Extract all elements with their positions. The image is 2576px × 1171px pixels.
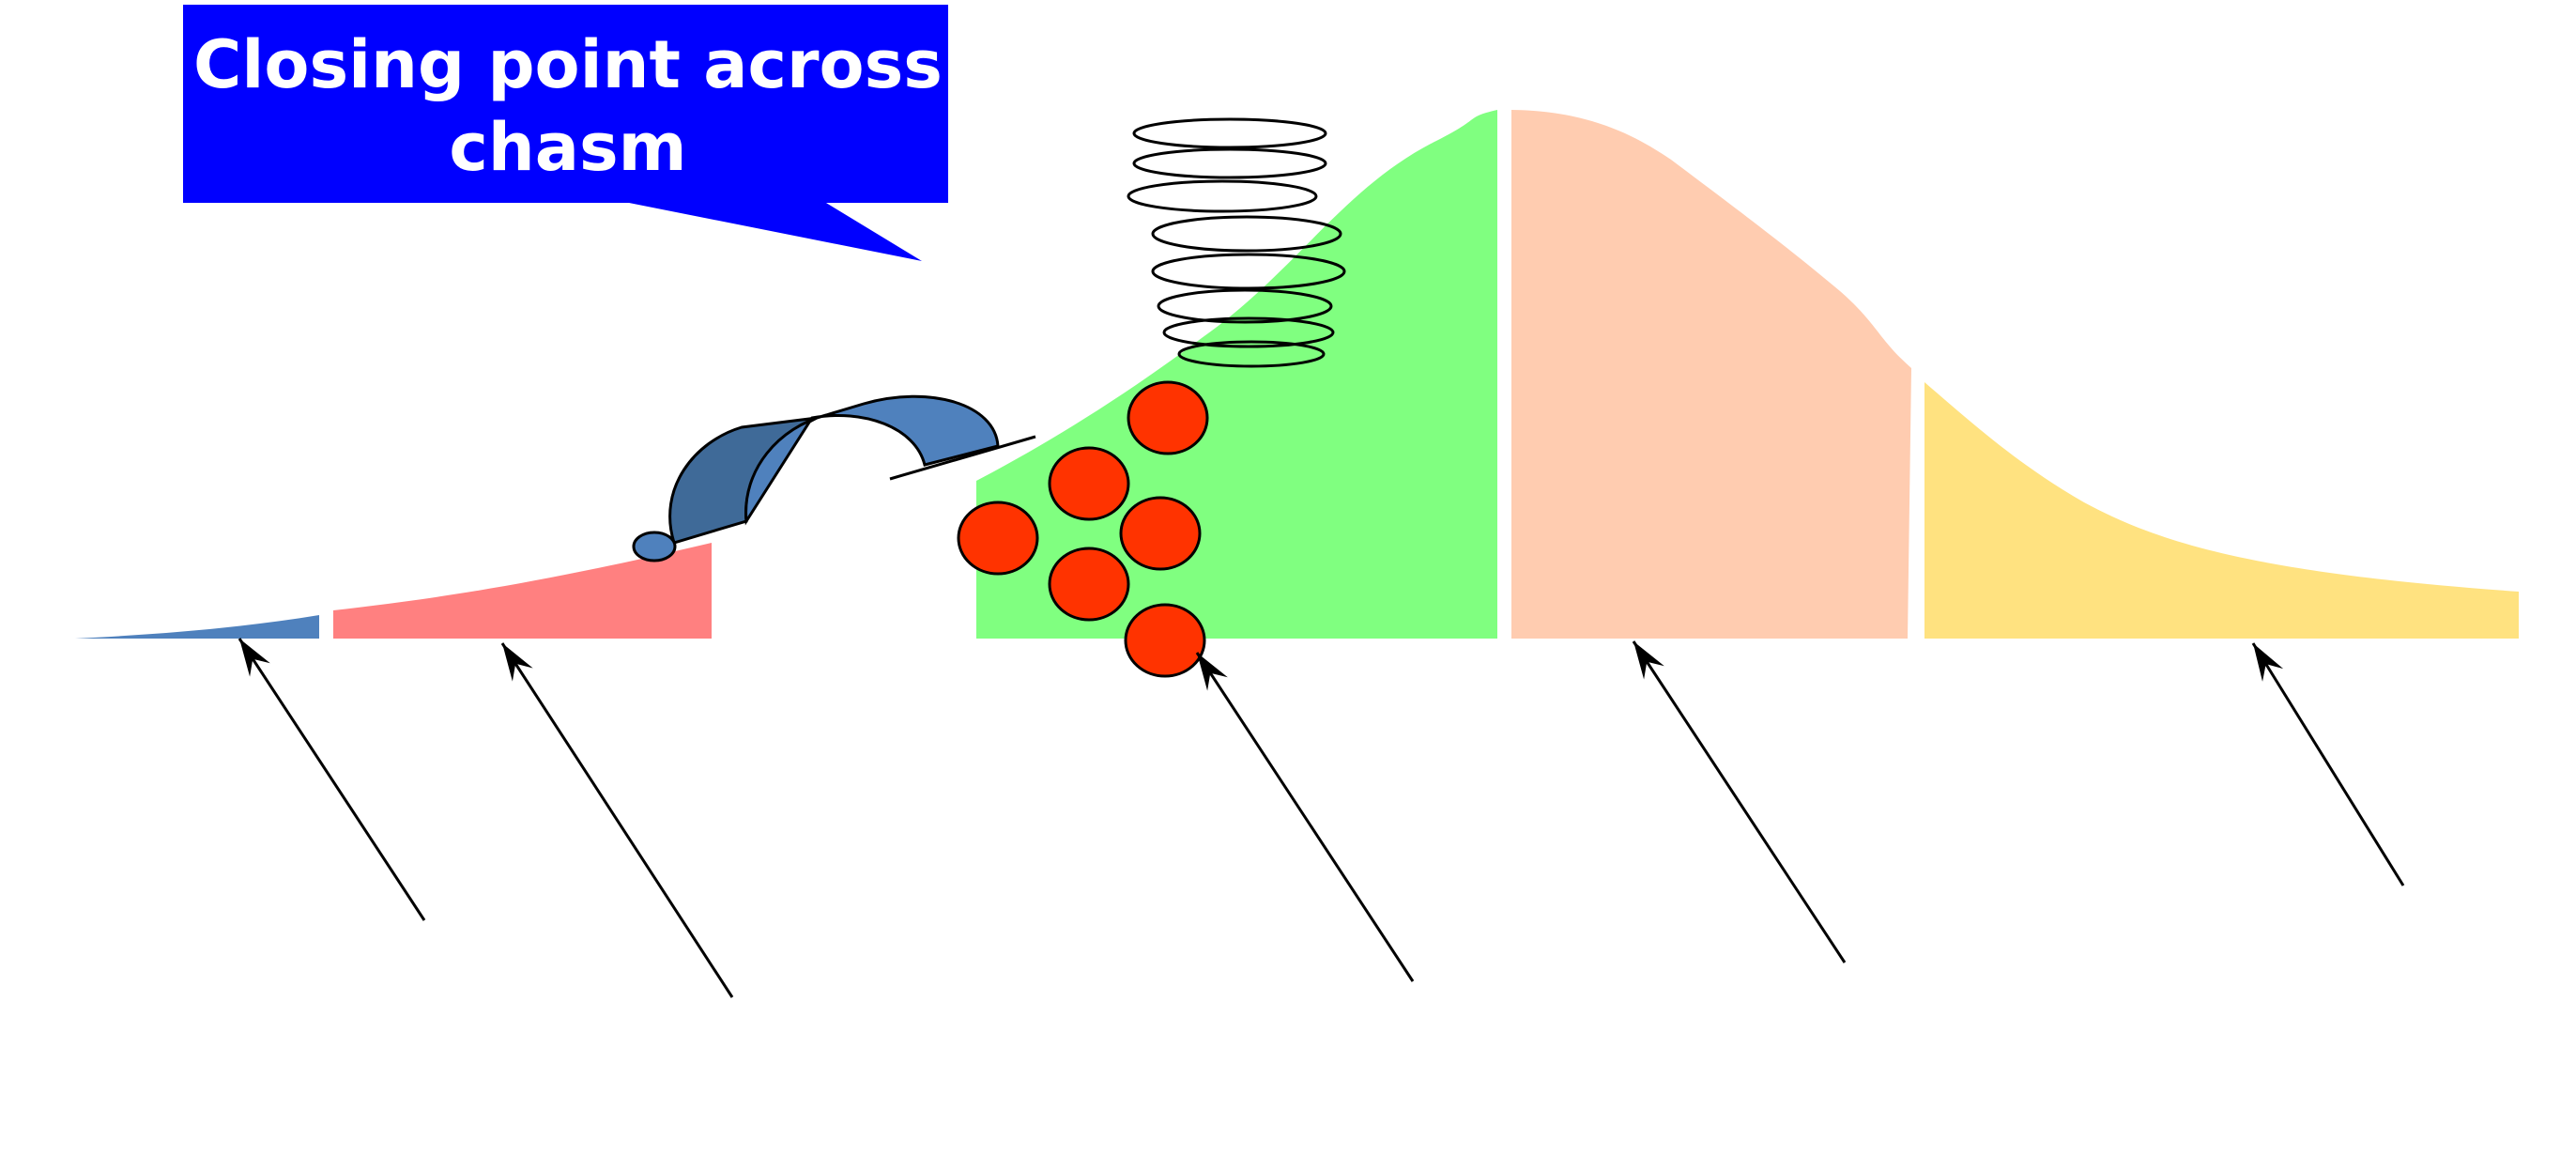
pointer-arrowhead [1633,641,1664,680]
pointer-arrowhead [1197,653,1228,691]
pointer-arrow-line [1195,652,1415,982]
pointer-arrowhead [239,639,270,677]
callout-bubble [183,5,948,261]
spring-loop [1127,179,1318,213]
hook-ledge-line [889,435,1036,481]
pointer-arrow-line [238,638,426,921]
pointer-arrowhead [2253,643,2284,682]
red-circle [1048,547,1130,622]
segment-laggards [1924,382,2519,639]
red-circle [1127,380,1209,455]
red-circle [1124,603,1206,678]
hook-arc [744,394,1000,526]
spring-loop [1157,288,1333,324]
spring-loop [1151,215,1342,253]
spring-loop [1132,117,1327,149]
hook-knob [632,531,677,562]
red-circle [957,501,1039,576]
segment-early-majority [976,110,1497,639]
segment-late-majority [1511,110,1911,639]
spring-loop [1162,316,1335,348]
red-circle [1048,446,1130,521]
pointer-arrow-line [500,642,734,998]
arrows-group [238,638,2405,998]
pointer-arrow-line [2251,642,2405,886]
segment-innovators [75,615,319,639]
red-circles-group [957,380,1209,678]
spring-loop [1151,253,1346,290]
callout-label: Closing point across chasm [193,26,943,186]
pointer-arrow-line [1632,640,1847,963]
segment-early-adopters [333,543,712,639]
spring-loop [1177,340,1326,368]
spring-coil [1127,117,1346,368]
pointer-arrowhead [502,643,533,682]
spring-loop [1132,147,1327,179]
red-circle [1119,496,1202,571]
hook-shape [632,394,1036,562]
